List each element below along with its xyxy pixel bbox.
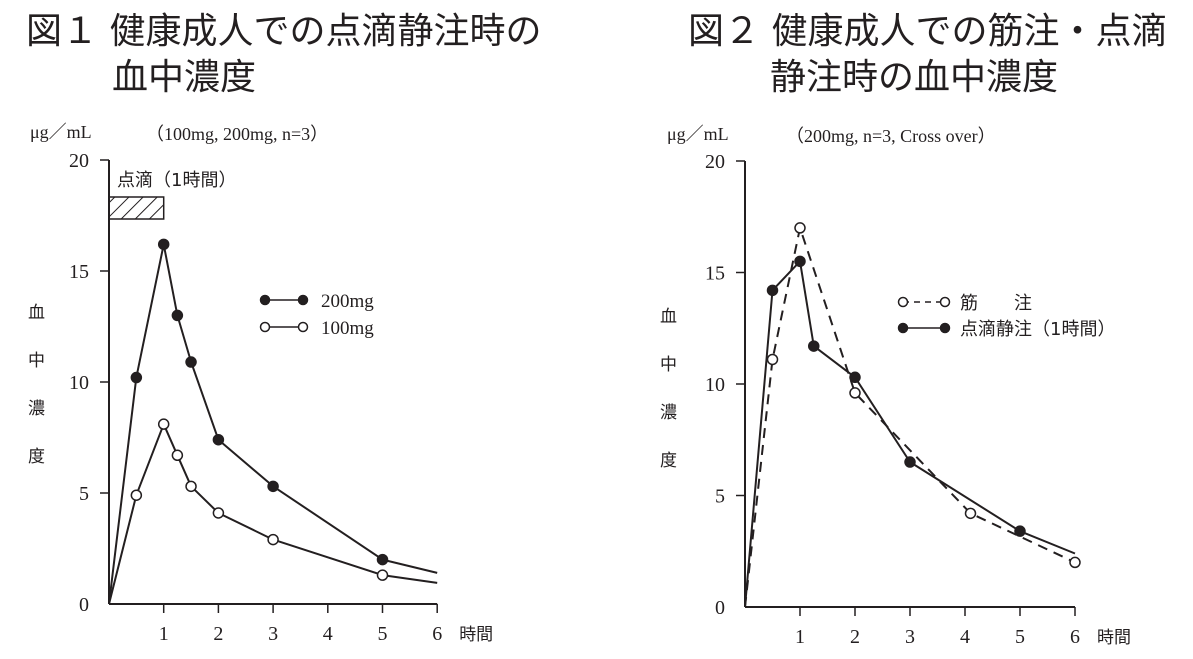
data-point [376,569,389,581]
data-point [904,456,916,468]
infusion-bar [108,196,165,220]
data-point [171,309,184,322]
data-point [376,553,389,566]
data-point [212,507,225,519]
series-1 [744,255,1076,608]
data-point [1069,556,1081,569]
legend-marker [259,321,271,333]
y-tick-label: 20 [705,151,725,173]
legend-marker [259,294,271,306]
x-tick-label: 4 [323,623,333,645]
series-line [744,226,1076,608]
y-axis-label-char: 中 [28,351,45,371]
series-line [744,260,1076,608]
y-tick-label: 15 [69,261,89,283]
data-point [130,489,143,501]
legend-marker [939,296,951,308]
y-tick-label: 5 [715,486,725,508]
series-0 [108,238,438,605]
y-tick-label: 5 [79,483,89,505]
x-tick-label: 6 [1070,626,1080,648]
x-axis-label: 時間 [459,625,493,645]
legend-marker [897,296,909,308]
data-point [157,238,170,251]
figure2-condition: （200mg, n=3, Cross over） [786,126,996,146]
x-tick-label: 5 [378,623,388,645]
data-point [185,480,197,493]
legend-entry: 点滴静注（1時間） [897,319,1115,340]
data-point [267,533,279,546]
figure2-unit-label: μg／mL [667,124,729,144]
data-point [808,340,820,352]
legend-entry: 筋 注 [897,293,1032,314]
series-1 [108,418,438,605]
y-axis-label-char: 中 [660,355,677,375]
y-tick-label: 20 [69,150,89,172]
data-point [212,433,225,446]
figure2-title-line2: 静注時の血中濃度 [770,57,1059,98]
data-point [157,418,170,430]
x-tick-label: 5 [1015,626,1025,648]
x-tick-label: 1 [159,623,169,645]
x-tick-label: 2 [850,626,860,648]
x-tick-label: 6 [432,623,442,645]
data-point [267,480,279,493]
y-tick-label: 0 [79,594,89,616]
data-point [849,371,861,384]
x-tick-label: 1 [795,626,805,648]
figure1-title-line1: 図１ 健康成人での点滴静注時の [26,11,542,52]
legend-marker [897,322,909,334]
infusion-label: 点滴（1時間） [117,170,236,191]
data-point [171,449,184,462]
figure1-title-line2: 血中濃度 [112,57,257,98]
y-axis-label-char: 濃 [660,403,677,423]
y-axis-label-char: 度 [28,447,45,467]
data-point [794,222,806,234]
x-tick-label: 3 [268,623,278,645]
y-axis-label-char: 血 [28,303,45,323]
legend-marker [939,322,951,334]
legend-entry: 100mg [259,318,374,339]
x-axis-label: 時間 [1097,628,1131,648]
figure1-chart: 0 5 10 15 20 1 2 3 4 5 6 時間 血中濃度 点滴（1時間） 200mg 100mg [28,150,493,645]
data-point [964,507,977,520]
x-tick-label: 4 [960,626,970,648]
figure2-title-line1: 図２ 健康成人での筋注・点滴 [688,11,1168,52]
legend-marker [297,294,309,306]
y-axis-label-char: 濃 [28,399,45,419]
data-point [766,284,779,297]
data-point [130,371,143,384]
legend-label: 100mg [321,318,374,339]
series-0 [744,222,1081,608]
x-tick-label: 3 [905,626,915,648]
y-axis-label-char: 血 [660,307,677,327]
series-line [108,423,438,605]
figure1-unit-label: μg／mL [30,122,92,142]
y-axis-label-char: 度 [660,451,677,471]
data-point [185,356,197,368]
legend-label: 200mg [321,291,374,312]
y-tick-label: 10 [705,374,725,396]
legend-label: 点滴静注（1時間） [960,319,1115,340]
y-tick-label: 15 [705,263,725,285]
data-point [766,353,779,366]
legend-entry: 200mg [259,291,374,312]
legend-marker [297,321,309,333]
figure1-condition: （100mg, 200mg, n=3） [146,124,329,144]
data-point [849,387,861,399]
data-point [1014,525,1026,537]
legend-label: 筋 注 [960,293,1032,314]
y-tick-label: 10 [69,372,89,394]
x-tick-label: 2 [213,623,223,645]
data-point [794,255,806,268]
y-tick-label: 0 [715,597,725,619]
